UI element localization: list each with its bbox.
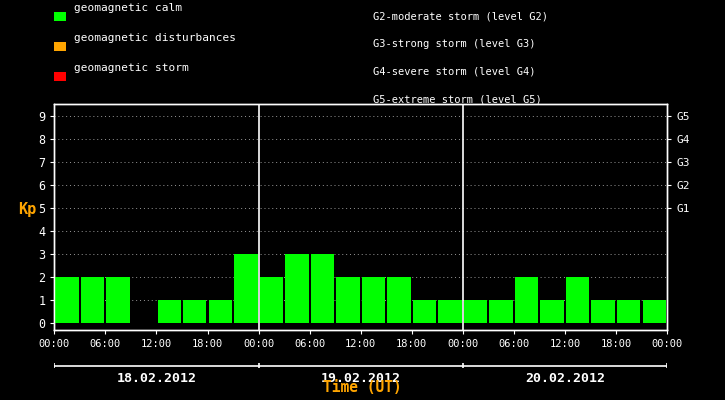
Bar (617, 300, 640, 323)
Bar (183, 300, 207, 323)
Bar (413, 300, 436, 323)
Bar (540, 300, 564, 323)
Bar (55, 277, 79, 323)
Text: G2-moderate storm (level G2): G2-moderate storm (level G2) (373, 12, 548, 22)
Y-axis label: Kp: Kp (18, 202, 36, 217)
Text: 18.02.2012: 18.02.2012 (117, 372, 196, 385)
Text: G5-extreme storm (level G5): G5-extreme storm (level G5) (373, 94, 542, 104)
Bar (234, 254, 257, 323)
Bar (107, 277, 130, 323)
Text: geomagnetic disturbances: geomagnetic disturbances (73, 33, 236, 43)
Bar (157, 300, 181, 323)
Text: 19.02.2012: 19.02.2012 (320, 372, 401, 385)
Text: 20.02.2012: 20.02.2012 (525, 372, 605, 385)
Bar (489, 300, 513, 323)
Bar (592, 300, 615, 323)
Text: geomagnetic storm: geomagnetic storm (73, 63, 188, 73)
Text: G3-strong storm (level G3): G3-strong storm (level G3) (373, 39, 536, 49)
Bar (311, 254, 334, 323)
Bar (642, 300, 666, 323)
Text: geomagnetic calm: geomagnetic calm (73, 3, 181, 13)
Bar (260, 277, 283, 323)
Bar (285, 254, 309, 323)
Bar (81, 277, 104, 323)
Bar (515, 277, 538, 323)
Text: G4-severe storm (level G4): G4-severe storm (level G4) (373, 67, 536, 77)
Text: Time (UT): Time (UT) (323, 380, 402, 395)
Bar (566, 277, 589, 323)
Bar (362, 277, 385, 323)
Bar (464, 300, 487, 323)
Bar (209, 300, 232, 323)
Bar (439, 300, 462, 323)
Bar (387, 277, 410, 323)
Bar (336, 277, 360, 323)
Bar (642, 300, 666, 323)
